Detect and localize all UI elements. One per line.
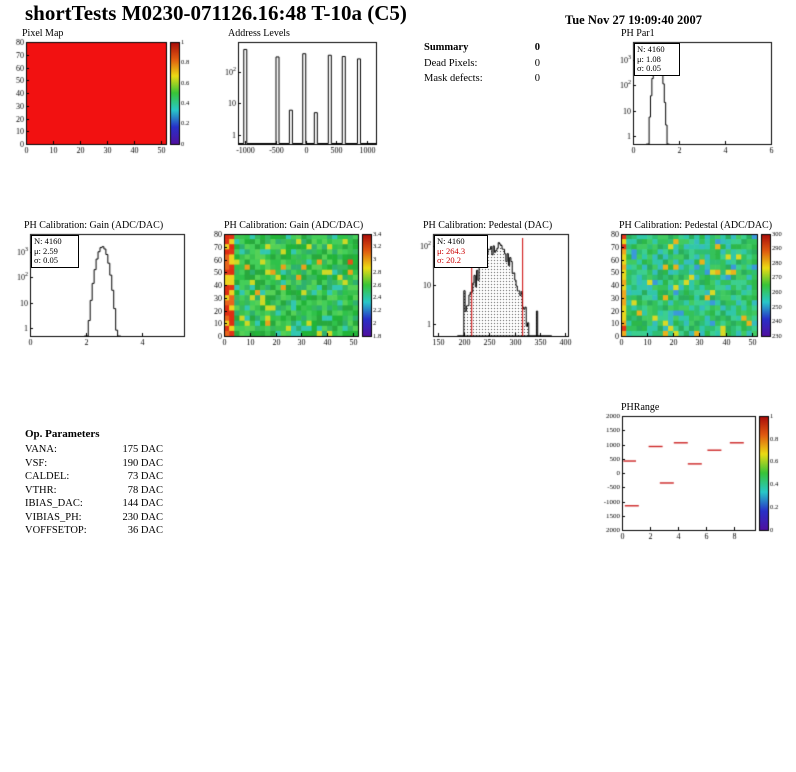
summary-total: 0 [534, 42, 540, 53]
stat-mean: μ: 2.59 [34, 245, 58, 256]
pixel-map-chart [2, 28, 202, 160]
op-param-value: 175 DAC [122, 444, 163, 455]
summary-block: Summary 0 Dead Pixels: 0 Mask defects: 0 [424, 42, 540, 89]
stat-entries: N: 4160 [34, 236, 62, 246]
op-param-value: 36 DAC [127, 525, 163, 536]
pedestal-histogram-panel: PH Calibration: Pedestal (DAC) N: 4160 μ… [415, 220, 573, 352]
gain-histogram-panel: PH Calibration: Gain (ADC/DAC) N: 4160 μ… [2, 220, 194, 352]
stat-sigma: σ: 0.05 [34, 255, 58, 265]
op-param-label: VANA: [25, 444, 57, 455]
op-param-value: 144 DAC [122, 498, 163, 509]
ph-par1-panel: PH Par1 N: 4160 μ: 1.08 σ: 0.05 [605, 28, 777, 160]
op-param-label: VOFFSETOP: [25, 525, 87, 536]
stat-entries: N: 4160 [437, 236, 465, 246]
address-levels-chart [210, 28, 382, 160]
gain-map-chart [208, 220, 396, 352]
summary-row-value: 0 [534, 73, 540, 84]
summary-title: Summary [424, 42, 469, 53]
chart-title: PH Calibration: Pedestal (DAC) [423, 220, 553, 231]
stat-sigma: σ: 0.05 [637, 63, 661, 73]
stats-box: N: 4160 μ: 264.3 σ: 20.2 [434, 235, 488, 268]
summary-row-label: Mask defects: [424, 73, 483, 84]
chart-title: PHRange [621, 402, 660, 413]
stats-box: N: 4160 μ: 1.08 σ: 0.05 [634, 43, 680, 76]
stats-box: N: 4160 μ: 2.59 σ: 0.05 [31, 235, 79, 268]
stat-mean: μ: 1.08 [637, 53, 661, 64]
page-title: shortTests M0230-071126.16:48 T-10a (C5) [25, 1, 407, 25]
op-param-value: 230 DAC [122, 511, 163, 523]
summary-row-label: Dead Pixels: [424, 57, 478, 69]
op-param-label: VSF: [25, 457, 48, 469]
stat-entries: N: 4160 [637, 44, 665, 54]
chart-title: PH Calibration: Gain (ADC/DAC) [224, 220, 364, 231]
op-param-label: CALDEL: [25, 471, 70, 482]
ph-range-chart [595, 400, 795, 546]
pedestal-map-panel: PH Calibration: Pedestal (ADC/DAC) [605, 220, 795, 352]
chart-title: PH Calibration: Pedestal (ADC/DAC) [619, 220, 773, 231]
op-param-value: 73 DAC [127, 471, 163, 482]
gain-map-panel: PH Calibration: Gain (ADC/DAC) [208, 220, 396, 352]
op-parameters-block: Op. Parameters VANA: 175 DAC VSF: 190 DAC … [25, 428, 163, 539]
chart-title: PH Par1 [621, 28, 655, 39]
pixel-map-panel: Pixel Map [2, 28, 202, 160]
op-param-label: IBIAS_DAC: [25, 498, 83, 509]
address-levels-panel: Address Levels [210, 28, 382, 160]
stat-sigma: σ: 20.2 [437, 255, 461, 265]
stat-mean: μ: 264.3 [437, 245, 466, 256]
pedestal-map-chart [605, 220, 795, 352]
chart-title: PH Calibration: Gain (ADC/DAC) [24, 220, 164, 231]
chart-title: Pixel Map [22, 28, 64, 39]
summary-row-value: 0 [534, 57, 540, 69]
op-param-label: VTHR: [25, 484, 57, 496]
chart-title: Address Levels [228, 28, 290, 39]
ph-par1-chart [605, 28, 777, 160]
op-param-value: 78 DAC [127, 484, 163, 496]
op-parameters-title: Op. Parameters [25, 428, 100, 440]
ph-range-panel: PHRange [595, 400, 795, 546]
timestamp: Tue Nov 27 19:09:40 2007 [565, 13, 703, 27]
op-param-value: 190 DAC [122, 457, 163, 469]
op-param-label: VIBIAS_PH: [25, 511, 82, 523]
